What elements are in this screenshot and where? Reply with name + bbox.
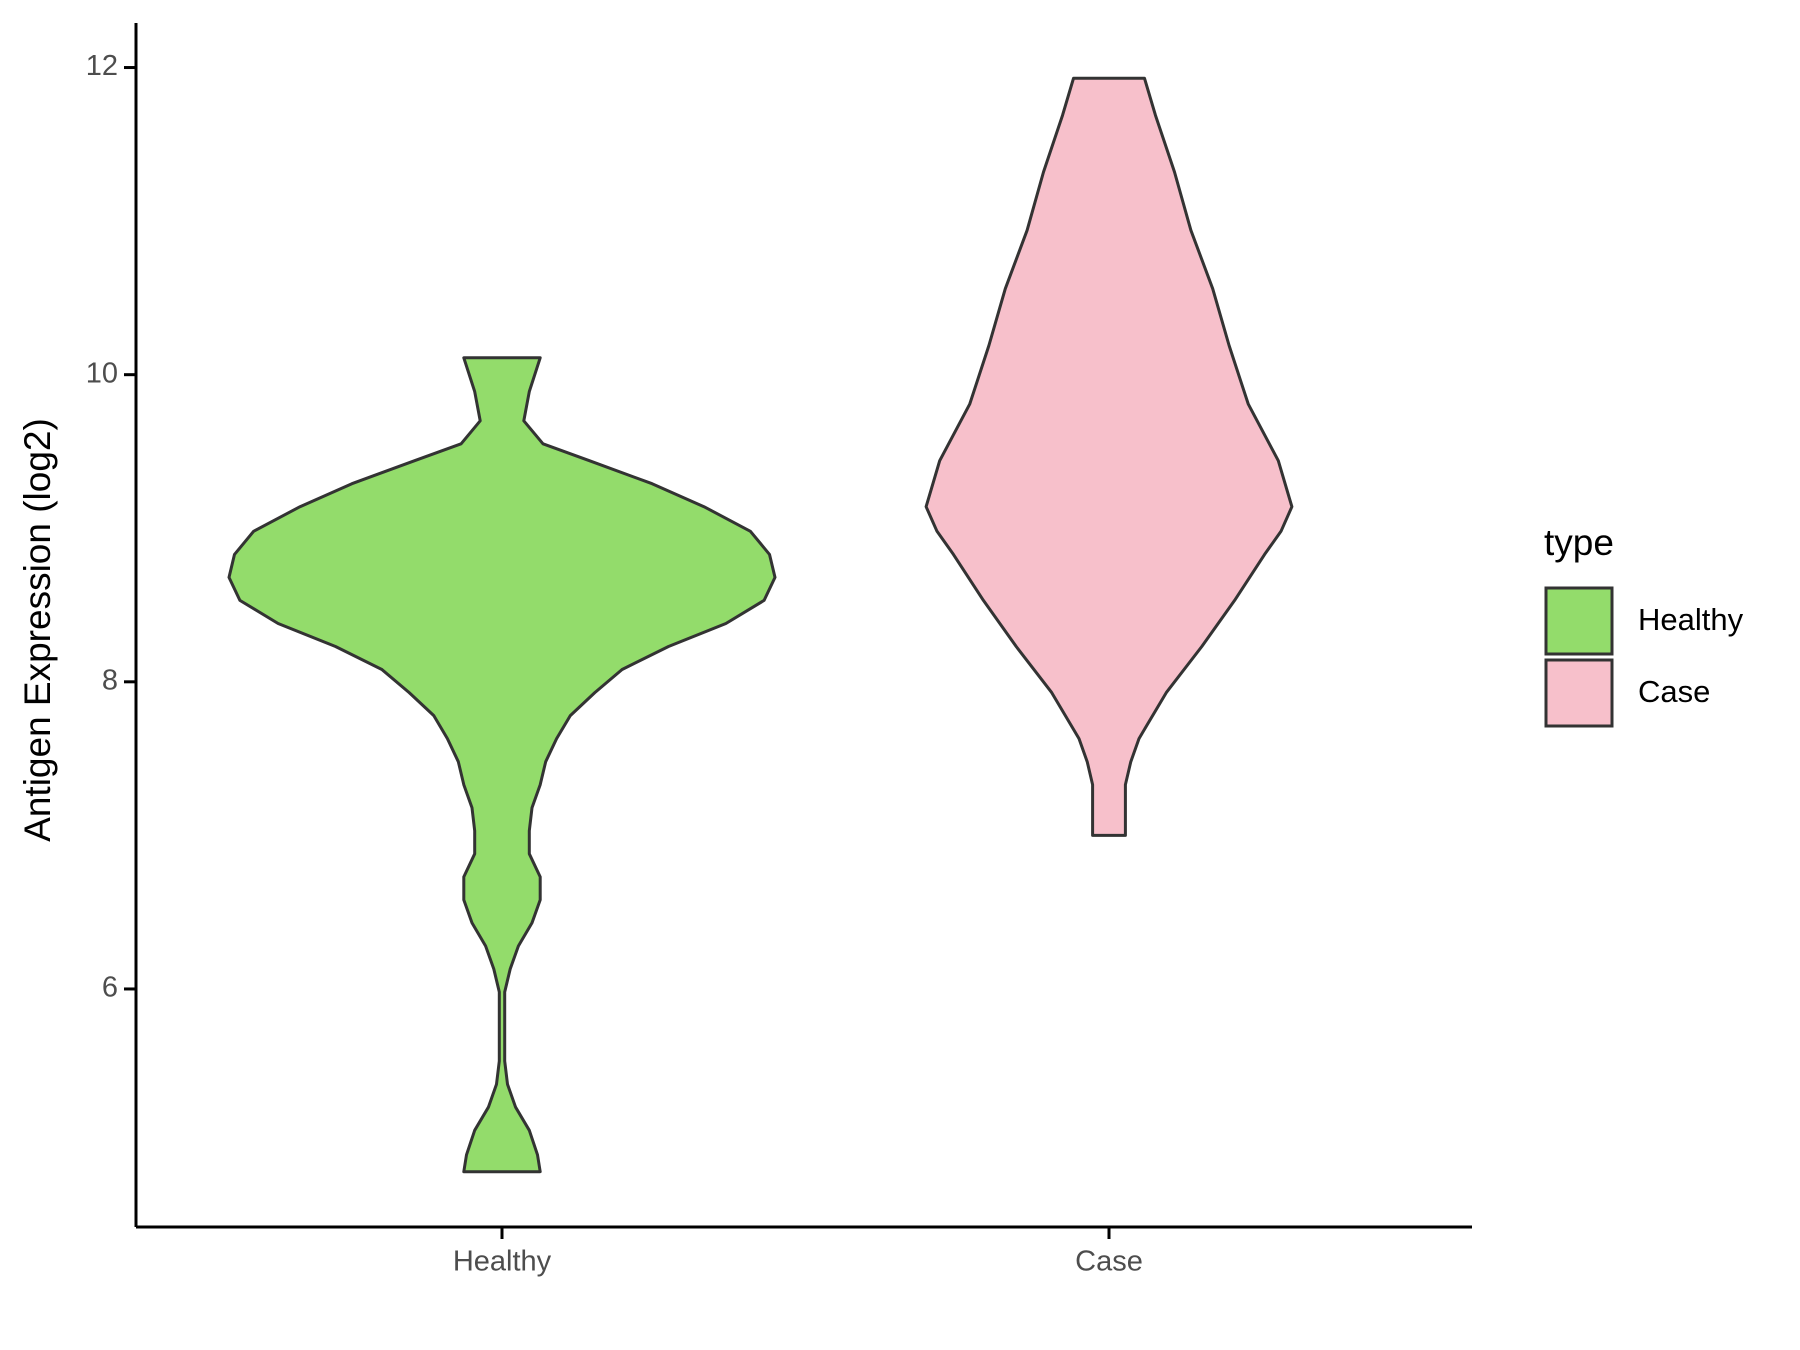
x-tick-label: Case xyxy=(1075,1246,1143,1278)
legend-label: Healthy xyxy=(1638,602,1744,637)
legend-title: type xyxy=(1544,522,1614,563)
y-tick-label: 10 xyxy=(86,357,118,389)
y-tick-label: 6 xyxy=(102,972,118,1004)
y-tick-label: 8 xyxy=(102,664,118,696)
legend-label: Case xyxy=(1638,674,1710,709)
violin xyxy=(227,356,777,1174)
legend-key xyxy=(1544,658,1614,728)
violin xyxy=(924,76,1294,837)
y-axis-title: Antigen Expression (log2) xyxy=(17,418,58,842)
legend-key xyxy=(1544,586,1614,656)
x-tick-label: Healthy xyxy=(453,1246,552,1278)
y-tick-label: 12 xyxy=(86,50,118,82)
